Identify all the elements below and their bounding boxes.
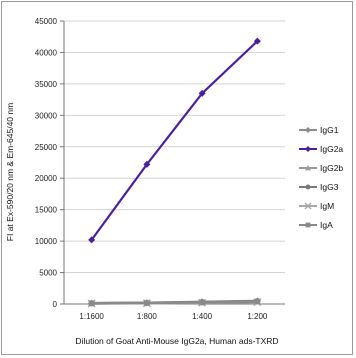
legend-item-igm: IgM [299,201,334,211]
data-point [253,37,261,45]
legend-item-iga: IgA [299,220,333,230]
chart-frame: 0 5000 10000 15000 20000 25000 30000 35000 40000… [1,1,353,355]
y-tick-label: 45000 [35,17,58,26]
y-tick-label: 40000 [35,48,58,57]
legend-item-igg1: IgG1 [299,125,339,135]
y-tick-label: 10000 [35,237,58,246]
legend-marker [305,184,311,190]
data-point [144,300,150,306]
data-point [143,160,151,168]
y-tick-label: 30000 [35,111,58,120]
data-point [199,299,205,306]
data-point [198,89,206,97]
x-tick-label: 1:200 [247,312,268,321]
data-point [254,298,261,305]
legend-marker [304,202,312,210]
legend-label: IgG2b [320,163,343,173]
legend-item-igg2b: IgG2b [299,163,343,173]
data-point [88,300,95,307]
legend-marker [305,222,311,228]
series-line [91,300,258,305]
y-axis-title: FI at Ex-590/20 nm & Em-645/40 nm [5,103,15,241]
legend-label: IgG1 [320,125,339,135]
y-tick-labels: 0 5000 10000 15000 20000 25000 30000 35000 40000… [35,17,58,309]
y-tick-label: 25000 [35,143,58,152]
legend: IgG1 IgG2a IgG2b IgG3 IgM IgA [299,125,343,230]
series-line [90,40,259,241]
axes [60,20,285,305]
line-chart: 0 5000 10000 15000 20000 25000 30000 35000 40000… [5,17,343,346]
series-igg2a [88,37,261,244]
y-tick-label: 35000 [35,80,58,89]
legend-label: IgG3 [320,182,339,192]
data-point [88,236,96,244]
legend-marker [305,127,311,133]
gridlines [64,20,285,305]
legend-label: IgG2a [320,144,343,154]
y-tick-label: 0 [53,300,58,309]
y-tick-label: 20000 [35,174,58,183]
legend-label: IgA [320,220,333,230]
legend-marker [305,165,311,171]
x-axis-title: Dilution of Goat Anti-Mouse IgG2a, Human… [75,336,278,346]
x-tick-label: 1:1600 [79,312,104,321]
legend-label: IgM [320,201,334,211]
y-tick-label: 15000 [35,206,58,215]
series-group [87,37,262,308]
series-iga [88,298,261,307]
legend-marker [305,146,311,152]
legend-item-igg3: IgG3 [299,182,339,192]
y-tick-label: 5000 [39,269,57,278]
x-tick-labels: 1:1600 1:800 1:400 1:200 [79,312,268,321]
x-tick-label: 1:800 [137,312,158,321]
legend-item-igg2a: IgG2a [299,144,343,154]
x-tick-label: 1:400 [192,312,213,321]
